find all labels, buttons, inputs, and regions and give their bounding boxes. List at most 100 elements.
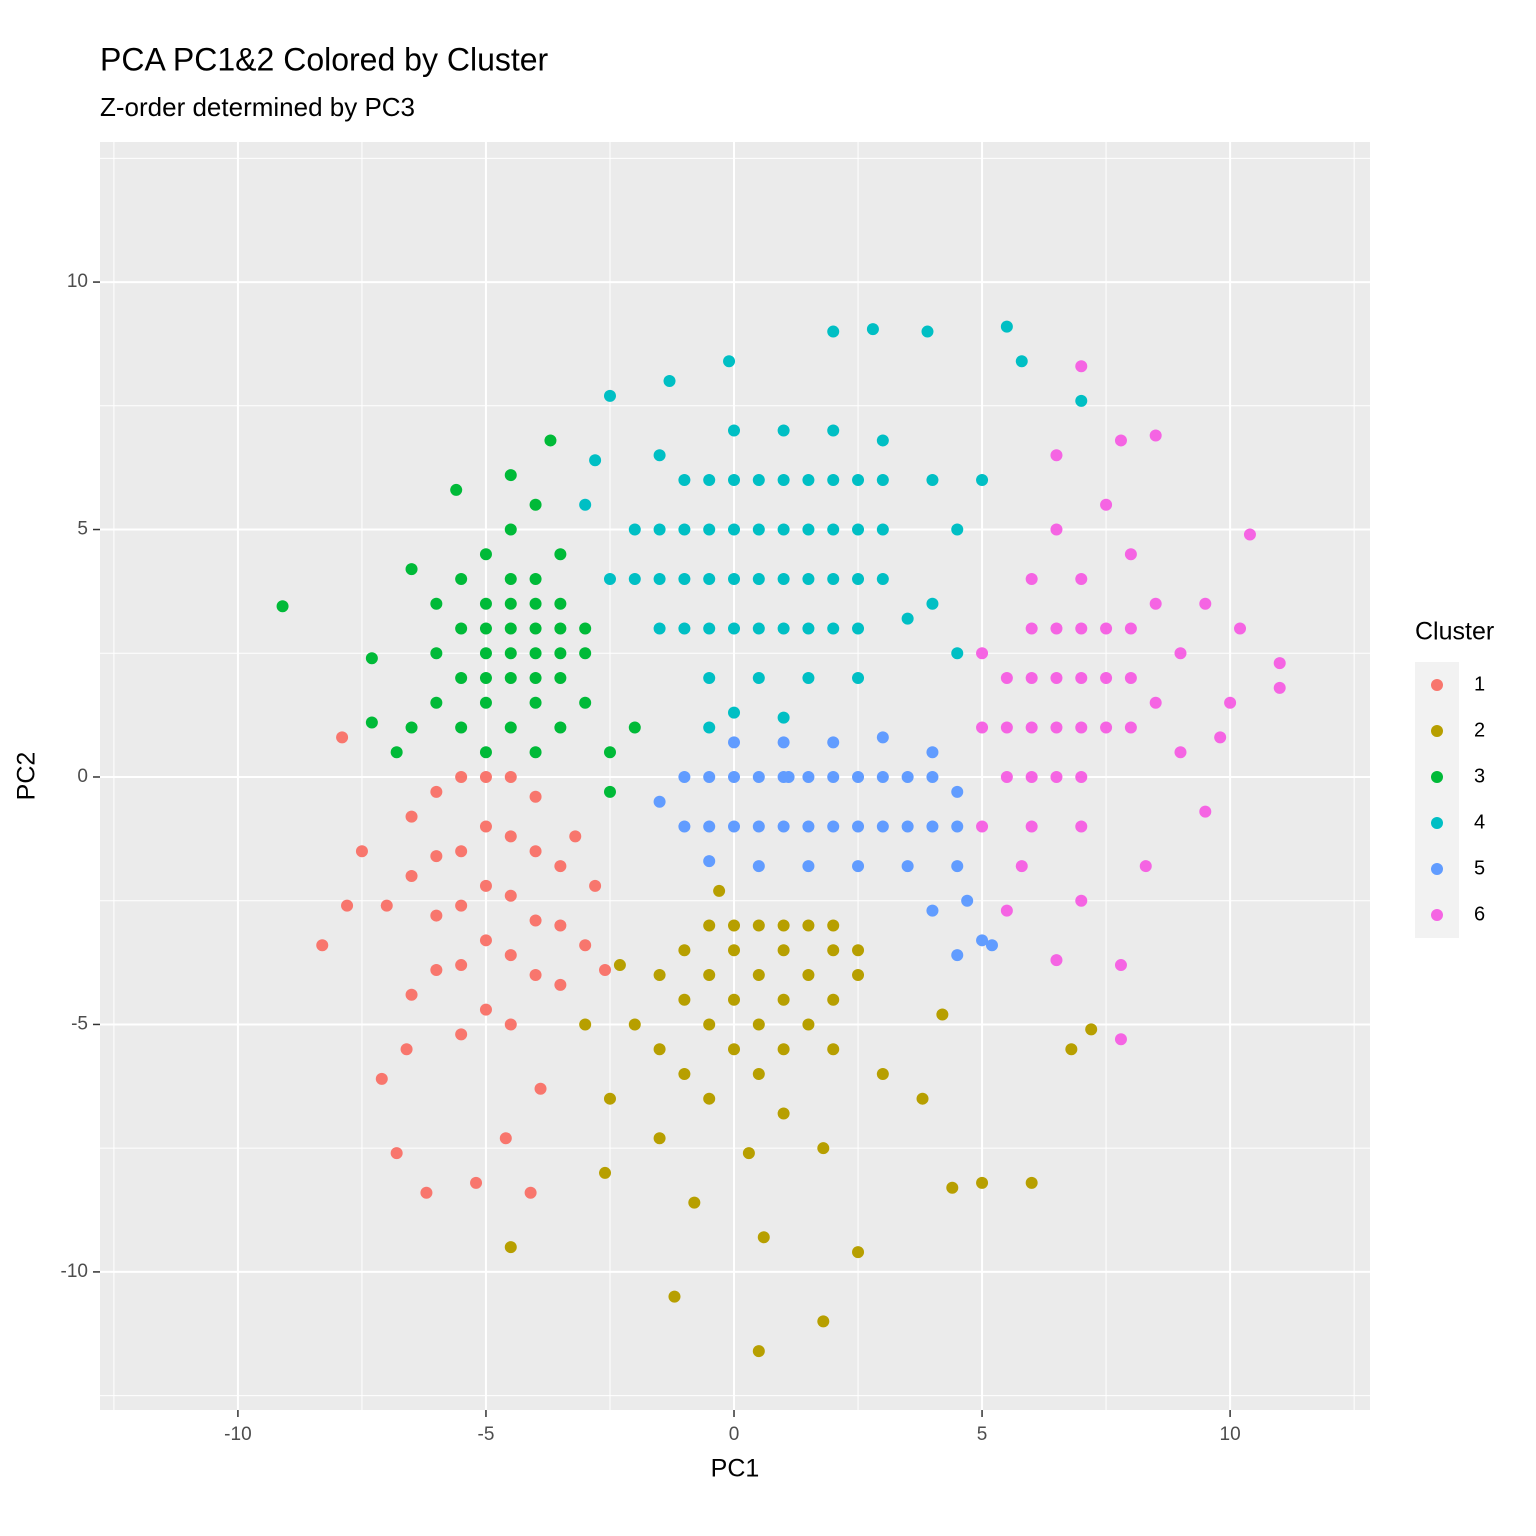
point bbox=[976, 934, 989, 947]
point bbox=[504, 889, 517, 902]
point bbox=[668, 1290, 681, 1303]
point bbox=[827, 424, 840, 437]
point bbox=[752, 474, 765, 487]
point bbox=[1050, 954, 1063, 967]
point bbox=[375, 1072, 388, 1085]
legend-marker bbox=[1431, 863, 1443, 875]
point bbox=[876, 731, 889, 744]
point bbox=[1174, 647, 1187, 660]
point bbox=[827, 474, 840, 487]
point bbox=[470, 1176, 483, 1189]
point bbox=[529, 597, 542, 610]
point bbox=[876, 474, 889, 487]
point bbox=[852, 968, 865, 981]
point bbox=[455, 770, 468, 783]
point bbox=[852, 672, 865, 685]
point bbox=[777, 1043, 790, 1056]
point bbox=[430, 964, 443, 977]
point bbox=[827, 919, 840, 932]
point bbox=[1015, 355, 1028, 368]
point bbox=[380, 899, 393, 912]
point bbox=[752, 1018, 765, 1031]
point bbox=[479, 597, 492, 610]
point bbox=[554, 860, 567, 873]
legend-marker bbox=[1431, 909, 1443, 921]
point bbox=[1075, 672, 1088, 685]
point bbox=[589, 879, 602, 892]
point bbox=[728, 622, 741, 635]
point bbox=[728, 993, 741, 1006]
point bbox=[455, 1028, 468, 1041]
point bbox=[752, 1345, 765, 1358]
point bbox=[1114, 1033, 1127, 1046]
point bbox=[777, 944, 790, 957]
point bbox=[852, 860, 865, 873]
point bbox=[876, 573, 889, 586]
y-tick-label: -10 bbox=[61, 1261, 88, 1282]
point bbox=[678, 573, 691, 586]
point bbox=[752, 573, 765, 586]
point bbox=[926, 904, 939, 917]
point bbox=[529, 672, 542, 685]
point bbox=[1174, 746, 1187, 759]
point bbox=[901, 820, 914, 833]
point bbox=[703, 721, 716, 734]
point bbox=[504, 647, 517, 660]
point bbox=[742, 1147, 755, 1160]
point bbox=[504, 469, 517, 482]
y-tick-label: 5 bbox=[77, 519, 88, 540]
point bbox=[936, 1008, 949, 1021]
point bbox=[901, 860, 914, 873]
point bbox=[802, 622, 815, 635]
point bbox=[728, 820, 741, 833]
x-tick-label: 5 bbox=[977, 1424, 988, 1445]
point bbox=[405, 810, 418, 823]
point bbox=[653, 1132, 666, 1145]
point bbox=[504, 573, 517, 586]
point bbox=[1124, 622, 1137, 635]
point bbox=[365, 716, 378, 729]
point bbox=[728, 919, 741, 932]
point bbox=[852, 622, 865, 635]
point bbox=[1100, 721, 1113, 734]
point bbox=[430, 597, 443, 610]
point bbox=[653, 622, 666, 635]
point bbox=[1050, 721, 1063, 734]
point bbox=[653, 795, 666, 808]
point bbox=[802, 770, 815, 783]
point bbox=[703, 1018, 716, 1031]
point bbox=[603, 1092, 616, 1105]
point bbox=[479, 879, 492, 892]
point bbox=[1224, 696, 1237, 709]
point bbox=[728, 424, 741, 437]
point bbox=[1100, 498, 1113, 511]
point bbox=[529, 696, 542, 709]
point bbox=[777, 736, 790, 749]
point bbox=[876, 1067, 889, 1080]
point bbox=[1124, 672, 1137, 685]
point bbox=[529, 914, 542, 927]
x-tick-label: 10 bbox=[1220, 1424, 1241, 1445]
point bbox=[599, 964, 612, 977]
point bbox=[817, 1142, 830, 1155]
point bbox=[1075, 770, 1088, 783]
point bbox=[1075, 360, 1088, 373]
point bbox=[1025, 622, 1038, 635]
point bbox=[728, 736, 741, 749]
point bbox=[1000, 672, 1013, 685]
point bbox=[951, 785, 964, 798]
point bbox=[455, 721, 468, 734]
point bbox=[951, 647, 964, 660]
point bbox=[713, 884, 726, 897]
point bbox=[579, 622, 592, 635]
point bbox=[534, 1082, 547, 1095]
point bbox=[976, 647, 989, 660]
point bbox=[589, 454, 602, 467]
point bbox=[365, 652, 378, 665]
point bbox=[976, 820, 989, 833]
point bbox=[276, 600, 289, 613]
point bbox=[777, 820, 790, 833]
point bbox=[504, 597, 517, 610]
point bbox=[728, 1043, 741, 1056]
point bbox=[1149, 696, 1162, 709]
